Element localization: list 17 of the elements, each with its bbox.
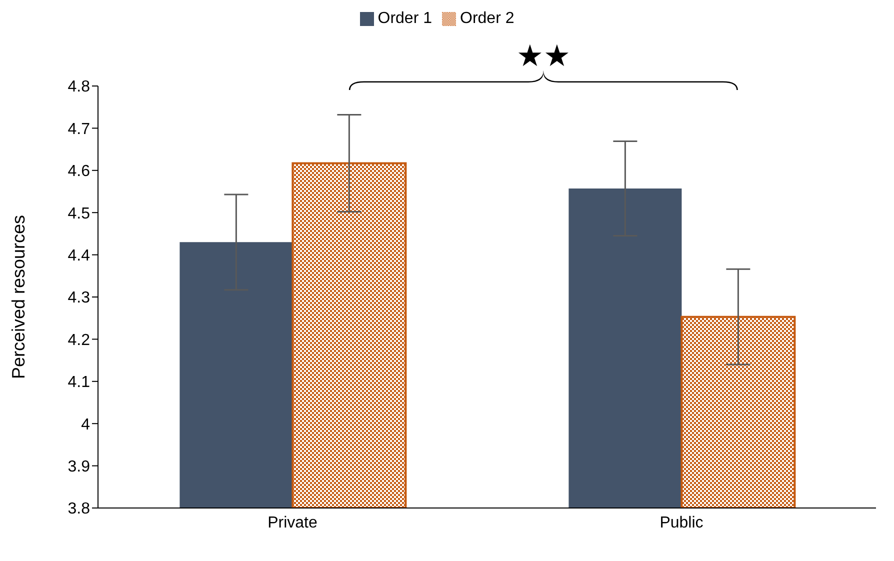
y-tick-label: 4.8 <box>68 78 90 96</box>
y-tick-label: 4 <box>81 416 90 434</box>
x-tick-label: Private <box>268 514 318 532</box>
y-tick-label: 4.1 <box>68 374 90 392</box>
y-tick-label: 4.3 <box>68 290 90 307</box>
y-tick-label: 4.6 <box>68 163 90 180</box>
y-tick-label: 4.7 <box>68 120 90 138</box>
text: ★★ <box>516 40 570 74</box>
y-tick-label: 4.2 <box>68 332 90 349</box>
y-tick-label: 3.8 <box>68 500 90 518</box>
legend-label: Order 2 <box>460 10 514 27</box>
y-axis-title: Perceived resources <box>8 214 28 380</box>
y-tick-label: 3.9 <box>68 458 90 476</box>
legend-label: Order 1 <box>378 10 432 27</box>
y-tick-label: 4.5 <box>68 205 90 222</box>
y-tick-label: 4.4 <box>68 247 90 264</box>
x-tick-label: Public <box>660 514 704 532</box>
